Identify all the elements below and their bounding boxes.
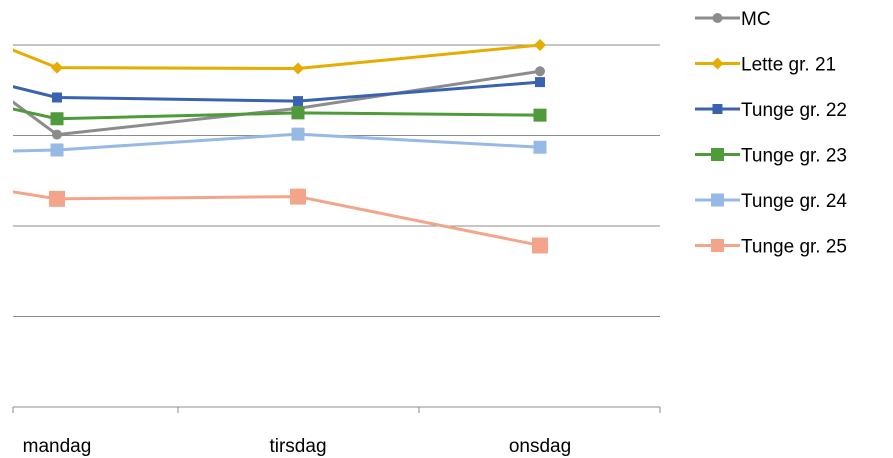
legend-swatch-marker (711, 193, 724, 207)
x-tick-label-tirsdag: tirsdag (269, 436, 326, 457)
legend-label: Tunge gr. 22 (741, 100, 847, 121)
series-line-0 (13, 69, 541, 137)
data-point-5-mandag (49, 190, 65, 207)
data-point-0-mandag (52, 129, 62, 140)
legend-label: Tunge gr. 24 (741, 191, 847, 212)
legend-item-1: Lette gr. 21 (695, 55, 836, 76)
series-line-4 (13, 132, 541, 153)
data-point-4-onsdag (533, 140, 547, 154)
series-lette-gr-21 (13, 39, 546, 75)
data-point-3-onsdag (533, 108, 547, 122)
series-line-2 (13, 80, 541, 103)
data-point-3-mandag (50, 112, 64, 126)
series-tunge-gr-25 (13, 188, 548, 254)
series-line-3 (13, 107, 541, 121)
gridlines (13, 44, 660, 317)
x-tick-label-onsdag: onsdag (509, 436, 571, 457)
x-tick-labels: mandag tirsdag onsdag (23, 436, 572, 457)
legend-swatch-marker (711, 57, 724, 70)
legend-item-2: Tunge gr. 22 (695, 100, 847, 121)
data-point-3-tirsdag (291, 106, 305, 120)
legend-label: MC (741, 9, 771, 30)
series-line-1 (13, 43, 541, 71)
legend-swatch-marker (712, 104, 723, 114)
series-mc (13, 66, 545, 140)
legend: MC Lette gr. 21 Tunge gr. 22 Tunge gr. 23 Tu… (695, 9, 847, 258)
legend-item-4: Tunge gr. 24 (695, 191, 847, 212)
x-tick-label-mandag: mandag (23, 436, 92, 457)
data-point-1-mandag (51, 61, 63, 74)
series-tunge-gr-22 (13, 77, 545, 107)
series-tunge-gr-24 (13, 127, 547, 157)
data-point-5-onsdag (532, 237, 548, 254)
data-point-2-tirsdag (293, 96, 303, 107)
data-point-4-tirsdag (291, 127, 305, 141)
legend-label: Tunge gr. 23 (741, 146, 847, 167)
legend-item-5: Tunge gr. 25 (695, 237, 847, 258)
legend-label: Tunge gr. 25 (741, 237, 847, 258)
data-point-1-onsdag (534, 39, 546, 51)
data-point-0-onsdag (535, 66, 545, 77)
data-point-5-tirsdag (290, 188, 306, 205)
series-line-5 (13, 190, 541, 247)
legend-item-0: MC (695, 9, 771, 30)
series-tunge-gr-23 (13, 106, 547, 126)
legend-item-3: Tunge gr. 23 (695, 146, 847, 167)
data-point-1-tirsdag (292, 62, 304, 75)
x-axis (12, 406, 661, 413)
legend-swatch-marker (711, 239, 724, 252)
legend-label: Lette gr. 21 (741, 55, 836, 76)
data-point-4-mandag (50, 143, 64, 157)
data-point-2-mandag (52, 92, 62, 103)
legend-swatch-marker (712, 13, 723, 23)
legend-swatch-marker (711, 148, 724, 161)
plot-series (13, 39, 548, 254)
data-point-2-onsdag (535, 77, 545, 88)
